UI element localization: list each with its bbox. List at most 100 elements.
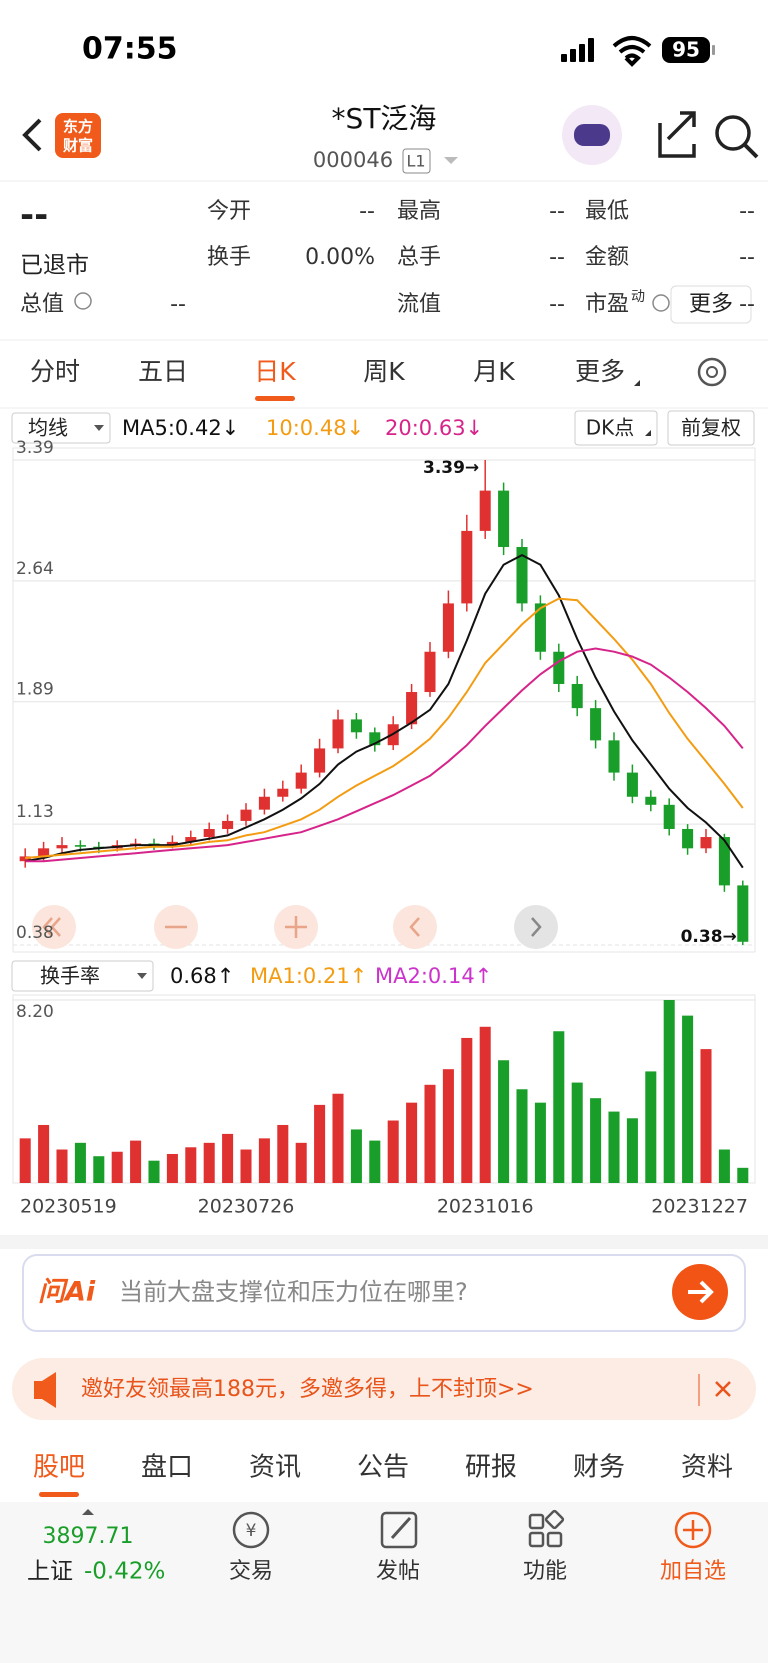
content-tab[interactable]: 资讯 bbox=[249, 1453, 301, 1483]
search-button[interactable] bbox=[715, 115, 751, 151]
content-tab[interactable]: 财务 bbox=[573, 1453, 625, 1483]
y-tick-label: 3.39 bbox=[16, 438, 54, 458]
candle-body bbox=[314, 748, 326, 773]
volume-bar bbox=[203, 1142, 215, 1183]
candle-body bbox=[626, 772, 638, 797]
candle-body bbox=[166, 841, 178, 846]
volume-bar bbox=[277, 1124, 289, 1183]
nav-item[interactable]: 加自选 bbox=[660, 1559, 726, 1584]
volume-bar bbox=[19, 1138, 31, 1183]
settings-hole bbox=[706, 366, 718, 378]
zoom-far-left[interactable] bbox=[32, 905, 76, 949]
post-icon bbox=[380, 1511, 418, 1549]
volume-bar bbox=[424, 1084, 436, 1183]
nav-item[interactable]: 交易 bbox=[229, 1559, 273, 1584]
scroll-left[interactable] bbox=[393, 905, 437, 949]
share-button[interactable] bbox=[658, 111, 696, 158]
volume-bar bbox=[534, 1102, 546, 1183]
vol-ma2: MA2:0.14↑ bbox=[375, 964, 492, 988]
content-tab[interactable]: 研报 bbox=[465, 1453, 517, 1483]
promo-text[interactable]: 邀好友领最高188元，多邀多得，上不封顶>> bbox=[81, 1377, 534, 1402]
ai-input[interactable] bbox=[22, 1254, 746, 1332]
volume-bar bbox=[406, 1102, 418, 1183]
volume-bar bbox=[737, 1167, 749, 1183]
field-value: -- bbox=[739, 199, 755, 224]
plus bbox=[683, 1520, 703, 1540]
volume-bar bbox=[700, 1049, 712, 1183]
pen bbox=[390, 1516, 412, 1540]
volume-bar bbox=[498, 1060, 510, 1183]
adjust-button[interactable] bbox=[667, 410, 755, 446]
volume-bar bbox=[314, 1104, 326, 1183]
period-tab[interactable]: 分时 bbox=[30, 357, 80, 386]
candle-body bbox=[424, 651, 436, 693]
more-button[interactable] bbox=[670, 285, 752, 324]
adjust-label[interactable]: 前复权 bbox=[681, 416, 741, 440]
stock-title: *ST泛海 bbox=[332, 102, 437, 135]
more-label[interactable]: 更多 bbox=[689, 292, 733, 317]
volume-bar bbox=[240, 1149, 252, 1183]
volume-select[interactable] bbox=[11, 960, 154, 992]
candle-body bbox=[645, 796, 657, 805]
ma-line bbox=[25, 597, 744, 859]
volume-select-label[interactable]: 换手率 bbox=[40, 964, 100, 988]
content-tab[interactable]: 股吧 bbox=[33, 1453, 85, 1483]
volume-bar bbox=[387, 1120, 399, 1183]
tab-underline bbox=[255, 396, 295, 401]
candle-body bbox=[461, 530, 473, 604]
volume-bar bbox=[222, 1133, 234, 1183]
app-logo bbox=[55, 113, 101, 158]
volume-bar bbox=[645, 1071, 657, 1183]
function-icon bbox=[528, 1509, 565, 1548]
candle-body bbox=[185, 837, 197, 842]
candle-body bbox=[590, 708, 602, 741]
volume-bar bbox=[516, 1089, 528, 1183]
icon bbox=[409, 917, 420, 937]
volume-bar bbox=[663, 1000, 675, 1183]
content-tab[interactable]: 盘口 bbox=[141, 1453, 193, 1483]
volume-bar bbox=[332, 1093, 344, 1183]
ma-select-label[interactable]: 均线 bbox=[28, 416, 68, 440]
period-tab[interactable]: 周K bbox=[363, 357, 405, 386]
back-button[interactable] bbox=[22, 118, 42, 152]
volume-bar bbox=[148, 1160, 160, 1183]
period-tab[interactable]: 月K bbox=[473, 357, 515, 386]
nav-item[interactable]: 功能 bbox=[523, 1559, 567, 1584]
period-tab[interactable]: 日K bbox=[254, 357, 296, 386]
x-tick-label: 20231227 bbox=[651, 1196, 748, 1218]
x-tick-label: 20230519 bbox=[20, 1196, 117, 1218]
volume-bar bbox=[93, 1156, 105, 1183]
candle-body bbox=[258, 796, 270, 810]
scroll-right[interactable] bbox=[514, 905, 558, 949]
candle-body bbox=[19, 856, 31, 862]
info-icon[interactable] bbox=[74, 292, 92, 310]
promo-banner[interactable] bbox=[12, 1358, 756, 1420]
volume-bar bbox=[369, 1140, 381, 1183]
period-tab[interactable]: 五日 bbox=[138, 357, 188, 386]
promo-close[interactable] bbox=[715, 1381, 731, 1397]
info-icon[interactable] bbox=[652, 294, 670, 312]
candle-body bbox=[406, 692, 418, 725]
candle-body bbox=[516, 547, 528, 604]
battery bbox=[662, 37, 710, 63]
nav-item[interactable]: 发帖 bbox=[376, 1559, 420, 1584]
candle-body bbox=[74, 845, 86, 847]
icon bbox=[285, 916, 307, 938]
volume-bar bbox=[295, 1142, 307, 1183]
ma-select[interactable] bbox=[11, 412, 111, 444]
volume-bar bbox=[130, 1140, 142, 1183]
expand-arrow[interactable] bbox=[82, 1509, 94, 1515]
dk-button[interactable] bbox=[574, 410, 658, 446]
period-tab[interactable]: 更多 bbox=[575, 357, 625, 386]
settings-button[interactable] bbox=[697, 357, 727, 387]
field-label: 最低 bbox=[585, 199, 629, 224]
content-tab[interactable]: 资料 bbox=[681, 1453, 733, 1483]
content-tab[interactable]: 公告 bbox=[357, 1453, 409, 1483]
volume-bar bbox=[185, 1147, 197, 1183]
dropdown-arrow[interactable] bbox=[444, 157, 458, 164]
corner-mark bbox=[645, 430, 651, 436]
ai-prompt[interactable]: 当前大盘支撑位和压力位在哪里? bbox=[119, 1278, 468, 1306]
price: -- bbox=[20, 196, 48, 236]
dk-label[interactable]: DK点 bbox=[586, 416, 635, 440]
